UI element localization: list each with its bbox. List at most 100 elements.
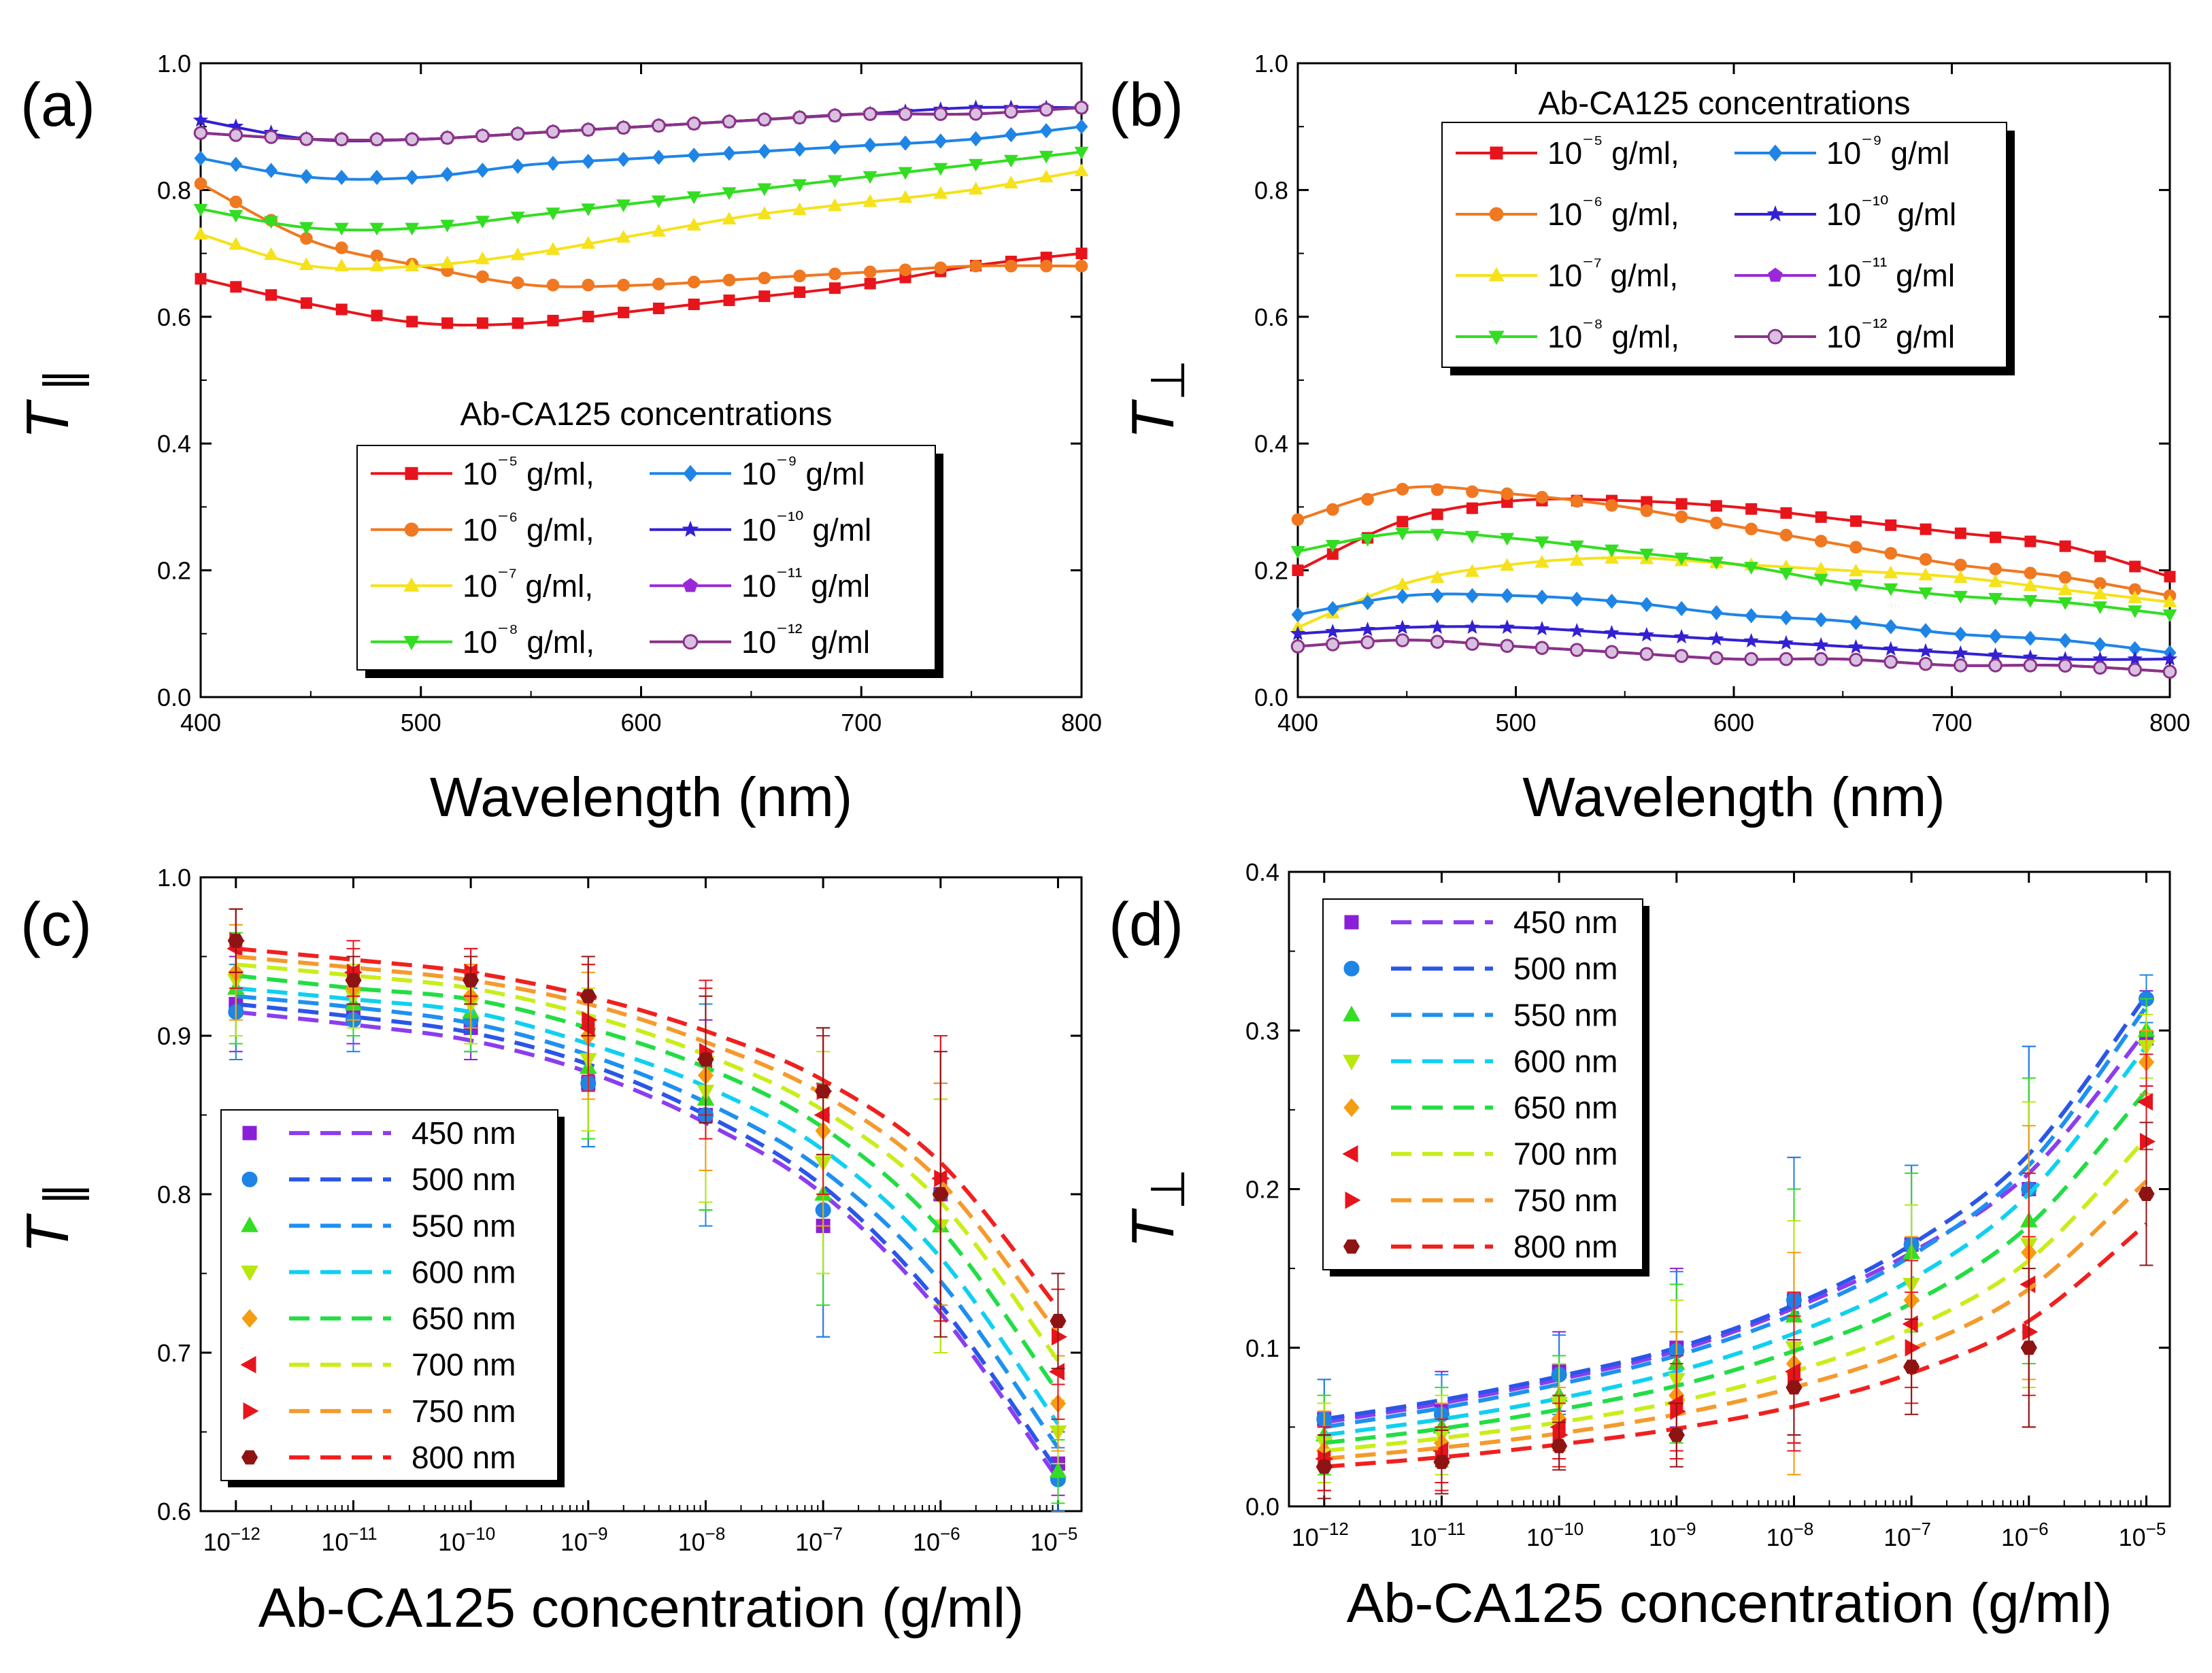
data-point bbox=[933, 163, 948, 176]
legend-label: 10⁻⁹ g/ml bbox=[1826, 131, 1949, 171]
y-axis-label-T: T bbox=[1119, 1208, 1186, 1248]
data-point bbox=[1433, 1455, 1450, 1470]
data-point bbox=[1902, 1315, 1918, 1333]
x-tick-label: 10−5 bbox=[2119, 1519, 2166, 1551]
data-point bbox=[688, 299, 700, 311]
legend-marker bbox=[682, 520, 699, 537]
data-point bbox=[1813, 652, 1828, 666]
data-point bbox=[440, 255, 455, 269]
series-group bbox=[1290, 483, 2178, 679]
data-point bbox=[969, 182, 984, 195]
data-point bbox=[1918, 567, 1933, 581]
data-point bbox=[934, 1169, 950, 1187]
legend-label: 10⁻⁵ g/ml, bbox=[1547, 131, 1679, 171]
legend-label: 10⁻¹⁰ g/ml bbox=[1826, 192, 1956, 232]
legend-label: 650 nm bbox=[412, 1301, 516, 1336]
data-point bbox=[475, 216, 490, 229]
data-point bbox=[1954, 626, 1967, 642]
data-point bbox=[335, 303, 348, 316]
data-point bbox=[1778, 635, 1794, 650]
data-point bbox=[405, 169, 419, 185]
data-point bbox=[1464, 619, 1480, 635]
data-point bbox=[1395, 633, 1410, 647]
data-point bbox=[722, 212, 737, 224]
legend-marker bbox=[404, 522, 419, 537]
data-point bbox=[1815, 511, 1827, 523]
data-point bbox=[1466, 502, 1478, 514]
data-point bbox=[969, 106, 983, 121]
data-point bbox=[1605, 551, 1619, 564]
data-point bbox=[2023, 578, 2038, 591]
data-point bbox=[652, 277, 665, 291]
data-point bbox=[1039, 150, 1054, 164]
data-point bbox=[1290, 545, 1305, 559]
data-point bbox=[229, 156, 243, 172]
data-point bbox=[1605, 593, 1618, 609]
data-point bbox=[582, 1011, 598, 1029]
data-point bbox=[1639, 548, 1654, 562]
data-point bbox=[1501, 487, 1513, 501]
data-point bbox=[815, 1084, 832, 1098]
data-point bbox=[1710, 516, 1723, 530]
data-point bbox=[1779, 610, 1793, 626]
data-point bbox=[1535, 490, 1549, 504]
data-point bbox=[862, 107, 877, 121]
legend-marker bbox=[1768, 267, 1783, 282]
data-point bbox=[264, 130, 278, 144]
legend-marker bbox=[1343, 1239, 1360, 1254]
data-point bbox=[1639, 647, 1654, 661]
data-point bbox=[794, 286, 806, 299]
x-tick-label: 10−8 bbox=[678, 1523, 726, 1556]
y-tick-label: 0.2 bbox=[157, 557, 191, 585]
data-point bbox=[1430, 570, 1445, 584]
data-point bbox=[934, 261, 948, 275]
data-point bbox=[299, 169, 313, 184]
data-point bbox=[1988, 658, 2002, 673]
legend-marker bbox=[1490, 146, 1503, 160]
data-point bbox=[1745, 522, 1758, 536]
data-point bbox=[1360, 534, 1375, 547]
data-point bbox=[814, 1106, 830, 1124]
legend-marker bbox=[1488, 331, 1505, 345]
data-point bbox=[1534, 620, 1550, 636]
data-point bbox=[1953, 645, 1968, 660]
legend-marker bbox=[403, 636, 420, 651]
x-tick-label: 10−9 bbox=[1649, 1519, 1696, 1551]
data-point bbox=[546, 241, 560, 255]
data-point bbox=[1005, 259, 1018, 273]
data-point bbox=[1884, 619, 1898, 635]
data-point bbox=[1918, 587, 1933, 601]
data-point bbox=[1501, 588, 1514, 604]
data-point bbox=[1605, 645, 1619, 659]
data-point bbox=[1640, 596, 1654, 613]
data-point bbox=[1883, 654, 1898, 669]
legend-label: 600 nm bbox=[412, 1254, 516, 1289]
series-line bbox=[1297, 639, 2171, 673]
data-point bbox=[1535, 554, 1549, 568]
data-point bbox=[898, 167, 913, 180]
data-point bbox=[512, 317, 524, 329]
x-tick-label: 10−11 bbox=[1409, 1519, 1465, 1551]
fit-line bbox=[235, 986, 1060, 1425]
legend-label: 750 nm bbox=[412, 1393, 516, 1429]
data-point bbox=[2129, 560, 2141, 573]
legend-marker bbox=[241, 1171, 258, 1187]
legend-label: 450 nm bbox=[1513, 905, 1618, 940]
data-point bbox=[1004, 126, 1018, 143]
legend-label: 600 nm bbox=[1513, 1043, 1618, 1079]
data-point bbox=[651, 224, 666, 237]
data-point bbox=[686, 191, 701, 205]
legend-label: 800 nm bbox=[1513, 1229, 1618, 1264]
x-tick-label: 10−8 bbox=[1766, 1519, 1814, 1551]
data-point bbox=[933, 107, 948, 121]
data-point bbox=[1903, 1359, 1920, 1374]
data-point bbox=[582, 278, 595, 292]
panel-d: (d) T⊥ 0.0 0.1 0.2 0.3 0.4 10−12 10−11 10−10 10−9 1… bbox=[1109, 858, 2171, 1634]
legend-box bbox=[1322, 898, 1643, 1270]
data-point bbox=[582, 310, 594, 322]
data-point bbox=[1325, 637, 1340, 652]
data-point bbox=[369, 222, 384, 236]
legend-label: 10⁻⁷ g/ml, bbox=[1547, 253, 1678, 293]
data-point bbox=[1326, 503, 1339, 516]
data-point bbox=[1917, 643, 1934, 658]
